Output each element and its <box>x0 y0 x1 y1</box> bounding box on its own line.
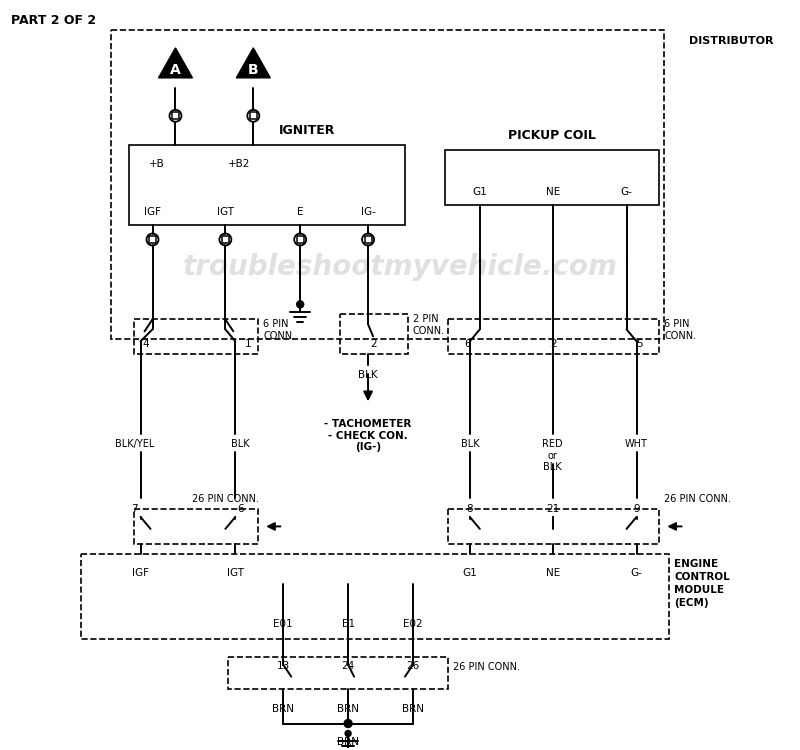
Text: 26 PIN CONN.: 26 PIN CONN. <box>665 494 731 504</box>
Bar <box>222 236 229 243</box>
Bar <box>134 509 258 544</box>
Text: G-: G- <box>621 187 633 196</box>
Text: BRN: BRN <box>272 704 294 713</box>
Text: +B2: +B2 <box>228 159 250 169</box>
Text: IGF: IGF <box>144 206 161 217</box>
Text: E01: E01 <box>274 619 293 628</box>
Bar <box>81 554 670 639</box>
Text: 4: 4 <box>142 339 149 350</box>
Text: BLK: BLK <box>231 439 250 449</box>
Text: G1: G1 <box>462 568 478 578</box>
Circle shape <box>297 301 304 307</box>
Text: NE: NE <box>546 568 560 578</box>
Bar <box>448 509 659 544</box>
Bar <box>172 112 179 119</box>
Text: NE: NE <box>546 187 560 196</box>
Circle shape <box>344 719 352 728</box>
Text: 2: 2 <box>370 339 378 350</box>
Text: 6 PIN
CONN.: 6 PIN CONN. <box>263 320 295 341</box>
Bar <box>340 314 408 354</box>
Text: 9: 9 <box>634 504 640 514</box>
Text: PART 2 OF 2: PART 2 OF 2 <box>10 14 96 27</box>
Text: 2 PIN
CONN.: 2 PIN CONN. <box>413 314 445 336</box>
Text: 6: 6 <box>237 504 244 514</box>
Text: IGF: IGF <box>132 568 149 578</box>
Text: - TACHOMETER
- CHECK CON.
(IG-): - TACHOMETER - CHECK CON. (IG-) <box>324 419 412 452</box>
Text: G-: G- <box>630 568 642 578</box>
Bar <box>250 112 257 119</box>
Text: DISTRIBUTOR: DISTRIBUTOR <box>690 36 774 46</box>
Text: 26: 26 <box>406 661 419 670</box>
Bar <box>228 657 448 688</box>
Text: 5: 5 <box>636 339 643 350</box>
Text: 6: 6 <box>465 339 471 350</box>
Text: RED
or
BLK: RED or BLK <box>542 439 563 472</box>
Text: IGT: IGT <box>227 568 244 578</box>
Text: IGNITER: IGNITER <box>278 124 335 136</box>
Text: G1: G1 <box>473 187 487 196</box>
Text: PICKUP COIL: PICKUP COIL <box>508 129 596 142</box>
Text: +B: +B <box>149 159 164 169</box>
Text: E1: E1 <box>342 619 354 628</box>
Text: BLK/YEL: BLK/YEL <box>115 439 154 449</box>
Text: 1: 1 <box>245 339 252 350</box>
Text: IG-: IG- <box>361 206 375 217</box>
Polygon shape <box>158 48 193 78</box>
Text: B: B <box>248 63 258 76</box>
Text: 24: 24 <box>342 661 354 670</box>
Text: 8: 8 <box>466 504 473 514</box>
Circle shape <box>345 730 351 736</box>
Text: E: E <box>297 206 303 217</box>
Text: 26 PIN CONN.: 26 PIN CONN. <box>192 494 259 504</box>
Text: BRN: BRN <box>402 704 424 713</box>
Text: 21: 21 <box>546 504 559 514</box>
Text: 2: 2 <box>550 339 557 350</box>
Text: 6 PIN
CONN.: 6 PIN CONN. <box>665 320 697 341</box>
Bar <box>110 30 665 339</box>
Text: A: A <box>170 63 181 76</box>
Text: 13: 13 <box>277 661 290 670</box>
Text: BLK: BLK <box>461 439 479 449</box>
Text: BRN: BRN <box>337 737 359 748</box>
Bar <box>129 145 405 224</box>
Text: WHT: WHT <box>625 439 648 449</box>
Polygon shape <box>236 48 270 78</box>
Bar <box>134 320 258 354</box>
Bar <box>365 236 371 243</box>
Text: BLK: BLK <box>358 370 378 380</box>
Text: 26 PIN CONN.: 26 PIN CONN. <box>453 662 520 672</box>
Text: IGT: IGT <box>217 206 234 217</box>
Bar <box>448 320 659 354</box>
Bar <box>445 150 659 205</box>
Text: 7: 7 <box>131 504 138 514</box>
Text: troubleshootmyvehicle.com: troubleshootmyvehicle.com <box>182 254 618 281</box>
Bar <box>297 236 304 243</box>
Text: ENGINE
CONTROL
MODULE
(ECM): ENGINE CONTROL MODULE (ECM) <box>674 559 730 608</box>
Text: BRN: BRN <box>337 704 359 713</box>
Text: E02: E02 <box>403 619 422 628</box>
Bar <box>149 236 156 243</box>
